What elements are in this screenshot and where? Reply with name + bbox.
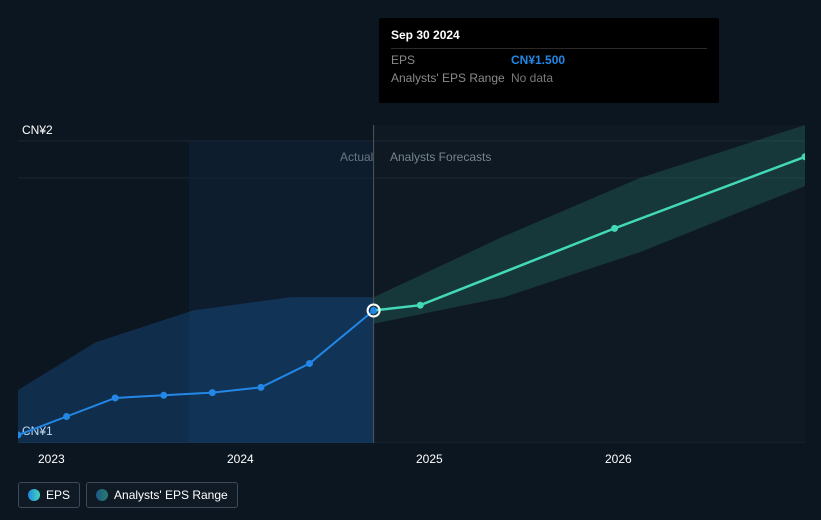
legend-label: Analysts' EPS Range: [114, 488, 228, 502]
legend-swatch-icon: [28, 489, 40, 501]
tooltip-row: Analysts' EPS Range No data: [391, 67, 707, 85]
tooltip-value: CN¥1.500: [511, 53, 565, 67]
legend-item-eps[interactable]: EPS: [18, 482, 80, 508]
tooltip-label: EPS: [391, 53, 511, 67]
eps-chart[interactable]: [18, 125, 805, 443]
tooltip-title: Sep 30 2024: [391, 26, 707, 49]
x-tick-label: 2024: [227, 452, 254, 466]
legend: EPS Analysts' EPS Range: [18, 482, 238, 508]
x-tick-label: 2025: [416, 452, 443, 466]
tooltip-value: No data: [511, 71, 553, 85]
legend-item-eps-range[interactable]: Analysts' EPS Range: [86, 482, 238, 508]
tooltip-label: Analysts' EPS Range: [391, 71, 511, 85]
chart-tooltip: Sep 30 2024 EPS CN¥1.500 Analysts' EPS R…: [379, 18, 719, 103]
x-tick-label: 2023: [38, 452, 65, 466]
legend-swatch-icon: [96, 489, 108, 501]
x-tick-label: 2026: [605, 452, 632, 466]
legend-label: EPS: [46, 488, 70, 502]
tooltip-row: EPS CN¥1.500: [391, 49, 707, 67]
